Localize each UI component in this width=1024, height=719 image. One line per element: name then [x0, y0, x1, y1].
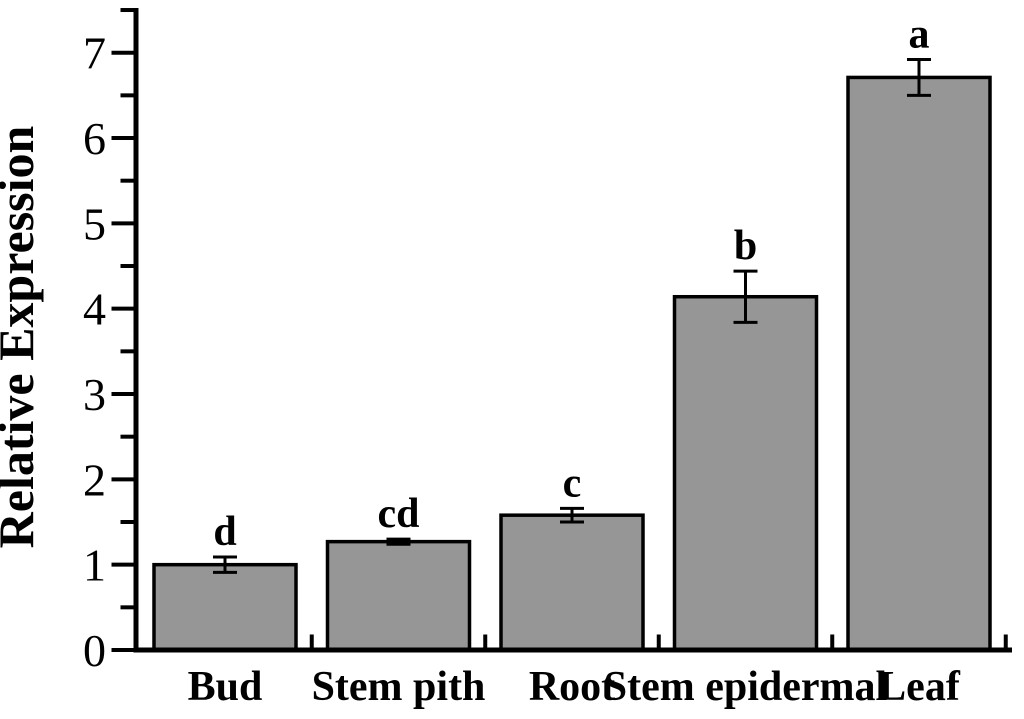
- y-tick-label: 4: [83, 284, 106, 335]
- bar: [672, 294, 819, 652]
- bar: [499, 513, 645, 652]
- bar: [325, 539, 472, 652]
- y-tick-label: 7: [83, 28, 106, 79]
- y-tick-label: 3: [83, 369, 106, 420]
- x-category-label: Root: [529, 664, 615, 710]
- x-category-label: Bud: [188, 664, 263, 710]
- x-category-label: Leaf: [878, 664, 961, 710]
- y-tick-label: 1: [83, 540, 106, 591]
- y-tick-label: 5: [83, 198, 106, 249]
- significance-letter: d: [213, 509, 236, 555]
- bar: [152, 562, 298, 652]
- y-tick-label: 6: [83, 113, 106, 164]
- significance-letter: c: [563, 460, 582, 506]
- bar: [846, 75, 992, 652]
- y-axis-title: Relative Expression: [0, 125, 44, 548]
- significance-letter: cd: [378, 491, 420, 537]
- significance-letter: b: [734, 223, 757, 269]
- x-category-label: Stem pith: [312, 664, 486, 710]
- y-tick-label: 0: [83, 625, 106, 676]
- y-tick-label: 2: [83, 454, 106, 505]
- x-category-label: Stem epidermal: [604, 664, 887, 710]
- significance-letter: a: [909, 12, 930, 58]
